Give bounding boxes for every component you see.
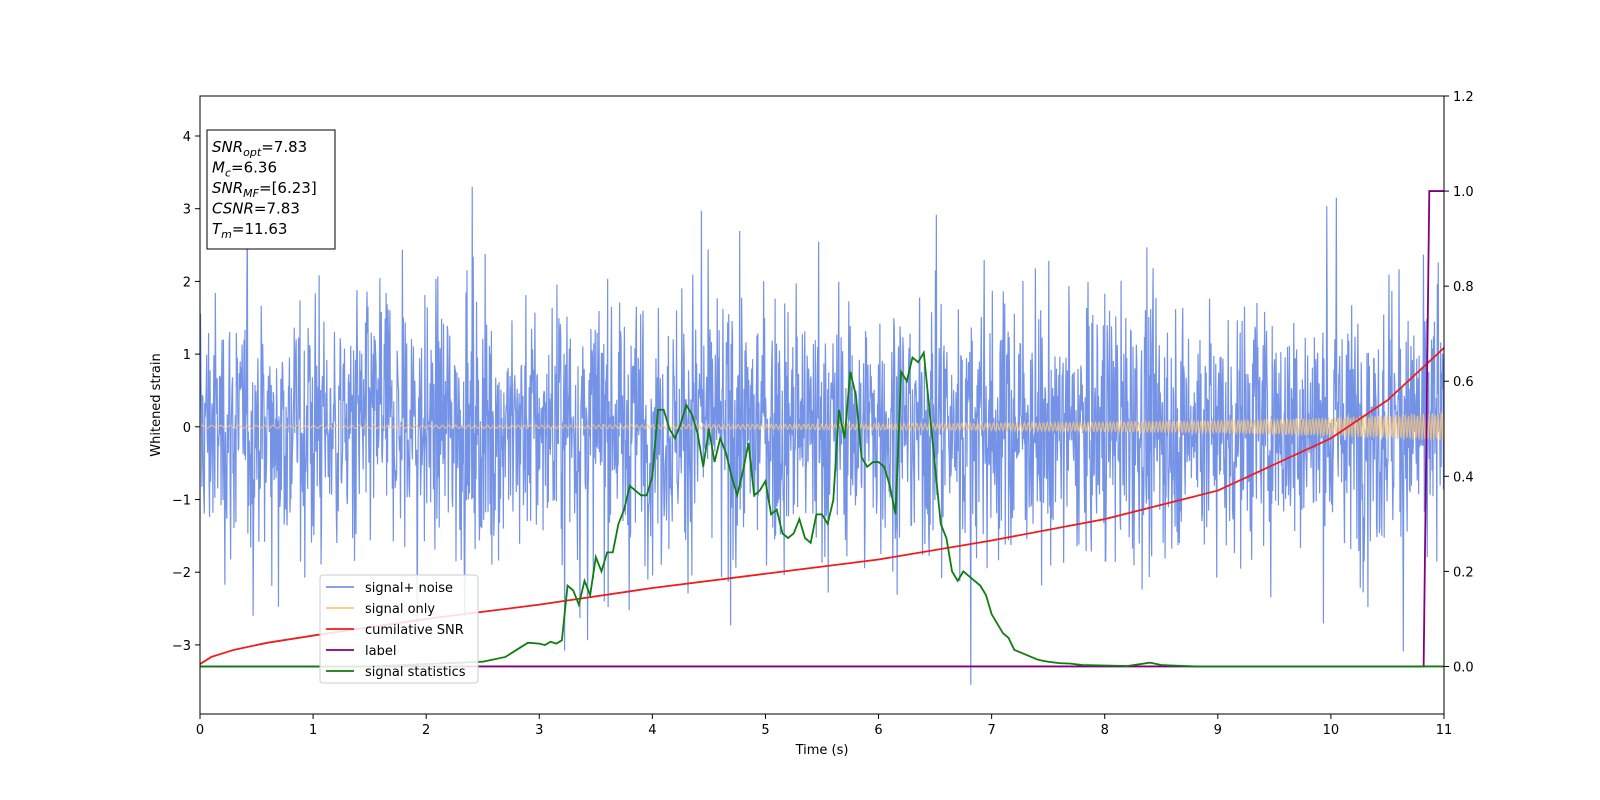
- x-tick-label: 4: [648, 723, 656, 738]
- x-tick-label: 8: [1101, 723, 1109, 738]
- info-subscript: m: [221, 228, 232, 241]
- series-signal-only: [200, 412, 1444, 442]
- info-value: =11.63: [232, 220, 288, 238]
- series-signal-statistics: [200, 349, 1444, 668]
- info-symbol: SNR: [212, 179, 243, 197]
- info-subscript: opt: [243, 146, 262, 159]
- x-tick-label: 5: [761, 723, 769, 738]
- info-box-line: SNRMF=[6.23]: [212, 179, 317, 200]
- legend-entry: signal+ noise: [365, 581, 453, 596]
- series-layer: [200, 186, 1444, 685]
- x-axis-label: Time (s): [795, 743, 849, 758]
- y-left-tick-label: 4: [183, 130, 191, 145]
- info-symbol: T: [212, 220, 223, 238]
- info-subscript: MF: [243, 187, 259, 200]
- y-axis-label: Whitened strain: [149, 353, 164, 456]
- y-right-tick-label: 0.8: [1453, 280, 1474, 295]
- x-tick-label: 11: [1436, 723, 1453, 738]
- series-signal-noise: [200, 186, 1444, 685]
- y-left-tick-label: 1: [183, 348, 191, 363]
- y-right-tick-label: 1.0: [1453, 185, 1474, 200]
- x-tick-label: 9: [1214, 723, 1222, 738]
- y-right-tick-label: 0.0: [1453, 660, 1474, 675]
- info-box-line: Tm=11.63: [212, 220, 287, 241]
- info-box-line: SNRopt=7.83: [212, 138, 307, 159]
- series-label: [200, 190, 1444, 668]
- info-symbol: M: [212, 159, 225, 177]
- x-tick-label: 2: [422, 723, 430, 738]
- legend-frame: [319, 574, 479, 684]
- legend-entry: signal only: [365, 602, 435, 617]
- x-tick-label: 10: [1323, 723, 1340, 738]
- y-left-tick-label: −2: [172, 566, 191, 581]
- x-tick-label: 7: [987, 723, 995, 738]
- legend-entry: cumilative SNR: [365, 623, 464, 638]
- x-tick-label: 3: [535, 723, 543, 738]
- x-tick-label: 1: [309, 723, 317, 738]
- y-right-tick-label: 0.2: [1453, 565, 1474, 580]
- y-axis-right: 0.0 0.2 0.4 0.6 0.8 1.0 1.2: [1444, 90, 1474, 675]
- info-box: SNRopt=7.83Mc=6.36SNRMF=[6.23]CSNR=7.83T…: [206, 129, 336, 250]
- info-symbol: CSNR: [212, 200, 254, 218]
- info-box-line: Mc=6.36: [212, 159, 277, 180]
- legend: signal+ noise signal only cumilative SNR la…: [319, 574, 479, 684]
- plot-frame: [199, 95, 1445, 715]
- info-value: =7.83: [254, 200, 300, 218]
- y-left-tick-label: −1: [172, 494, 191, 509]
- info-subscript: c: [225, 167, 231, 180]
- y-right-tick-label: 0.4: [1453, 470, 1474, 485]
- legend-entry: signal statistics: [365, 665, 466, 680]
- x-axis: 0 1 2 3 4 5 6 7 8 9 10 11: [196, 714, 1452, 738]
- y-left-tick-label: 2: [183, 275, 191, 290]
- y-right-tick-label: 1.2: [1453, 90, 1474, 105]
- x-tick-label: 0: [196, 723, 204, 738]
- info-value: =7.83: [261, 138, 307, 156]
- y-right-tick-label: 0.6: [1453, 375, 1474, 390]
- info-box-frame: [206, 129, 336, 250]
- series-cumulative-snr: [200, 347, 1444, 665]
- x-tick-label: 6: [874, 723, 882, 738]
- y-axis-left: −3 −2 −1 0 1 2 3 4: [172, 130, 200, 654]
- info-value: =6.36: [231, 159, 277, 177]
- legend-entry: label: [365, 644, 396, 659]
- y-left-tick-label: 3: [183, 203, 191, 218]
- info-box-line: CSNR=7.83: [212, 200, 300, 218]
- y-left-tick-label: −3: [172, 639, 191, 654]
- info-symbol: SNR: [212, 138, 243, 156]
- y-left-tick-label: 0: [183, 421, 191, 436]
- info-value: =[6.23]: [259, 179, 317, 197]
